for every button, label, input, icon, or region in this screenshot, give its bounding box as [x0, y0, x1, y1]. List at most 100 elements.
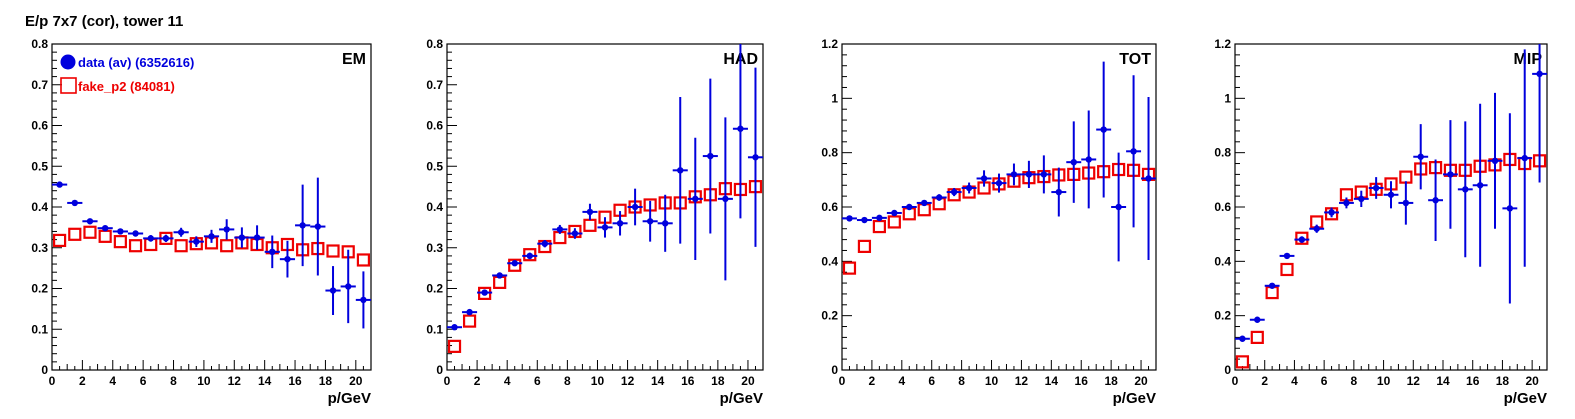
data-point — [511, 260, 518, 267]
x-tick-label: 16 — [1466, 374, 1480, 388]
y-tick-label: 0.6 — [1214, 200, 1231, 214]
y-tick-label: 0.2 — [821, 309, 838, 323]
data-point — [1055, 188, 1063, 196]
x-tick-label: 20 — [1134, 374, 1148, 388]
y-tick-label: 1 — [1224, 91, 1231, 105]
y-tick-label: 0.6 — [821, 200, 838, 214]
data-point — [1387, 191, 1395, 198]
panel-label: MIP — [1514, 51, 1543, 68]
fake-point — [68, 227, 82, 241]
data-point — [1254, 316, 1261, 323]
panel-em: 0 2 4 6 8 10 12 14 16 18 20 0 0.1 0.2 0.3 0.4 0.5 0.6 0.7 0… — [31, 37, 372, 407]
data-point — [1100, 126, 1107, 133]
y-tick-label: 0.2 — [1214, 309, 1231, 323]
fake-point — [857, 239, 872, 253]
data-point — [1268, 282, 1276, 289]
data-point — [238, 234, 246, 241]
fake-point — [1250, 330, 1264, 344]
x-tick-label: 14 — [1045, 374, 1059, 388]
x-tick-label: 18 — [319, 374, 333, 388]
y-tick-label: 0.1 — [31, 322, 48, 336]
data-point — [1313, 225, 1320, 232]
data-point — [631, 203, 639, 211]
x-tick-label: 4 — [898, 374, 905, 388]
legend-fake-marker — [60, 77, 77, 94]
data-point — [345, 283, 352, 290]
fake-point — [523, 248, 537, 262]
data-point — [1115, 203, 1122, 211]
data-point — [1447, 171, 1454, 178]
x-tick-label: 10 — [1377, 374, 1391, 388]
y-tick-label: 0.8 — [1214, 146, 1231, 160]
data-point — [1432, 197, 1439, 204]
y-tick-label: 0.7 — [31, 78, 48, 92]
fake-point — [52, 233, 67, 248]
y-tick-label: 0 — [41, 363, 48, 377]
fake-point — [83, 225, 97, 239]
data-point — [1145, 175, 1152, 182]
data-point — [1402, 199, 1410, 207]
data-point — [722, 195, 729, 203]
data-point — [950, 188, 958, 196]
x-tick-label: 0 — [49, 374, 56, 388]
data-point — [1283, 252, 1291, 260]
data-point — [906, 203, 913, 211]
panel-label: TOT — [1119, 51, 1151, 68]
data-point — [117, 228, 124, 235]
fake-point — [842, 261, 857, 275]
fake-point — [174, 239, 188, 253]
x-tick-label: 14 — [1436, 374, 1450, 388]
x-axis-label: p/GeV — [1113, 390, 1156, 407]
x-tick-label: 12 — [1407, 374, 1421, 388]
data-point — [1358, 195, 1365, 203]
data-point — [193, 238, 200, 245]
data-point — [921, 199, 928, 207]
data-point — [707, 152, 714, 160]
x-tick-label: 18 — [711, 374, 725, 388]
x-tick-label: 0 — [839, 374, 846, 388]
legend-data-label: data (av) (6352616) — [78, 55, 194, 70]
y-tick-label: 0.5 — [31, 159, 48, 173]
panel-label: EM — [342, 51, 366, 68]
x-tick-label: 6 — [928, 374, 935, 388]
x-tick-label: 20 — [741, 374, 755, 388]
fake-point — [462, 314, 477, 328]
fake-point — [1280, 262, 1294, 277]
data-point — [965, 184, 973, 192]
data-point — [299, 222, 306, 229]
data-point — [646, 218, 654, 225]
y-tick-label: 0.5 — [426, 159, 443, 173]
x-axis-label: p/GeV — [720, 390, 763, 407]
data-point — [1343, 199, 1350, 207]
data-point — [1417, 153, 1424, 160]
y-tick-label: 1.2 — [1214, 37, 1231, 51]
panel-mip: 0 2 4 6 8 10 12 14 16 18 20 0 0.2 0.4 0.6 0.8 1 1.2 p/GeV M… — [1214, 37, 1548, 407]
x-tick-label: 10 — [197, 374, 211, 388]
data-point — [1536, 70, 1543, 78]
data-point — [876, 214, 883, 222]
fake-point — [326, 244, 340, 258]
data-point — [1476, 182, 1484, 189]
data-point — [861, 216, 868, 224]
data-point — [1040, 171, 1048, 178]
x-tick-label: 6 — [534, 374, 541, 388]
data-point — [1010, 171, 1018, 178]
data-area — [447, 44, 763, 353]
fake-point — [1399, 170, 1413, 184]
x-tick-label: 2 — [1261, 374, 1268, 388]
data-point — [1521, 154, 1528, 162]
plot-frame — [841, 43, 1157, 371]
data-point — [481, 289, 488, 296]
figure-title: E/p 7x7 (cor), tower 11 — [25, 13, 183, 30]
data-point — [737, 125, 744, 132]
x-tick-label: 8 — [1351, 374, 1358, 388]
x-tick-label: 12 — [621, 374, 635, 388]
y-tick-label: 0.7 — [426, 78, 443, 92]
data-area — [52, 177, 371, 329]
x-axis-label: p/GeV — [1504, 390, 1547, 407]
data-point — [661, 220, 669, 227]
x-tick-label: 6 — [1321, 374, 1328, 388]
data-point — [586, 208, 594, 216]
data-point — [71, 199, 78, 207]
